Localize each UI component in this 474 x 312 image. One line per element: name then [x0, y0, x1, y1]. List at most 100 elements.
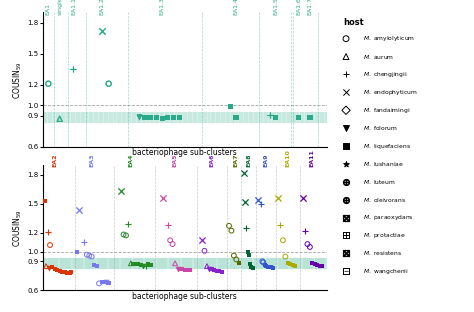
Point — [122, 233, 130, 238]
Point — [173, 266, 181, 271]
Point — [266, 112, 274, 117]
Text: EA6: EA6 — [210, 154, 214, 167]
Point — [301, 228, 309, 233]
Bar — [43, 258, 327, 269]
Text: EA1.6: EA1.6 — [296, 0, 301, 15]
Point — [142, 264, 149, 269]
Text: EA3: EA3 — [89, 154, 94, 167]
Text: EA1.4: EA1.4 — [234, 0, 238, 15]
Point — [56, 268, 64, 273]
Text: EA1: EA1 — [46, 2, 51, 15]
Point — [102, 279, 110, 284]
Point — [313, 263, 321, 268]
Text: $\it{M.}$ fandaimingi: $\it{M.}$ fandaimingi — [363, 106, 410, 115]
Text: $\it{M.}$ aurum: $\it{M.}$ aurum — [363, 53, 394, 61]
Point — [213, 268, 220, 273]
Point — [147, 115, 155, 120]
Point — [158, 116, 166, 121]
Point — [127, 261, 135, 266]
Point — [255, 197, 262, 202]
Point — [70, 67, 77, 72]
Point — [198, 238, 206, 243]
Point — [309, 261, 316, 266]
Point — [201, 248, 208, 253]
Point — [88, 254, 95, 259]
Text: $\it{M.}$ chengjingii: $\it{M.}$ chengjingii — [363, 70, 408, 79]
Y-axis label: COUSIN$_{59}$: COUSIN$_{59}$ — [12, 61, 25, 99]
Point — [153, 115, 160, 120]
X-axis label: bacteriophage sub-clusters: bacteriophage sub-clusters — [133, 291, 237, 300]
Point — [70, 67, 77, 72]
Point — [171, 261, 179, 266]
Bar — [43, 112, 327, 124]
Point — [227, 104, 234, 109]
Point — [266, 112, 274, 117]
Point — [137, 263, 145, 268]
Text: EA1.7: EA1.7 — [308, 0, 312, 15]
Point — [83, 252, 91, 257]
Point — [261, 263, 269, 268]
Point — [277, 222, 284, 227]
Point — [244, 249, 251, 254]
Point — [105, 281, 113, 286]
Point — [41, 198, 49, 203]
Point — [179, 266, 186, 271]
Text: EA1.1: EA1.1 — [71, 0, 76, 15]
Point — [175, 115, 183, 120]
Point — [282, 254, 289, 259]
Text: EA1.3: EA1.3 — [160, 0, 164, 15]
Point — [147, 115, 155, 120]
X-axis label: bacteriophage sub-clusters: bacteriophage sub-clusters — [133, 148, 237, 157]
Point — [203, 264, 211, 269]
Point — [49, 265, 56, 270]
Point — [56, 116, 64, 121]
Text: singletons: singletons — [57, 0, 62, 15]
Point — [181, 267, 189, 272]
Point — [306, 115, 314, 120]
Point — [228, 228, 235, 233]
Point — [233, 257, 240, 262]
Point — [166, 238, 174, 243]
Point — [218, 270, 226, 275]
Point — [299, 196, 306, 201]
Point — [306, 245, 314, 250]
Point — [147, 263, 155, 268]
Point — [95, 281, 103, 286]
Point — [170, 115, 177, 120]
Point — [215, 268, 223, 273]
Point — [272, 115, 280, 120]
Text: EA4: EA4 — [128, 154, 133, 167]
Point — [319, 264, 326, 269]
Point — [262, 264, 270, 269]
Point — [159, 196, 166, 201]
Text: $\it{M.}$ luteum: $\it{M.}$ luteum — [363, 178, 396, 186]
Point — [246, 262, 254, 267]
Point — [141, 115, 149, 120]
Text: EA1.2: EA1.2 — [100, 0, 104, 15]
Point — [286, 262, 294, 267]
Text: EA7: EA7 — [234, 154, 239, 167]
Point — [260, 260, 267, 265]
Point — [306, 115, 314, 120]
Text: $\it{M.}$ liquefaciens: $\it{M.}$ liquefaciens — [363, 142, 411, 150]
Point — [316, 264, 323, 269]
Text: EA1.5: EA1.5 — [273, 0, 278, 15]
Text: $\it{M.}$ oleivorans: $\it{M.}$ oleivorans — [363, 196, 406, 204]
Point — [136, 114, 143, 119]
Point — [230, 253, 237, 258]
Point — [267, 265, 274, 270]
Point — [295, 115, 302, 120]
Point — [45, 266, 52, 271]
Point — [45, 81, 52, 86]
Text: $\it{M.}$ resistens: $\it{M.}$ resistens — [363, 249, 402, 257]
Point — [284, 261, 292, 266]
Text: $\it{M.}$ folorum: $\it{M.}$ folorum — [363, 124, 398, 132]
Point — [183, 267, 191, 272]
Text: $\it{M.}$ wangchenii: $\it{M.}$ wangchenii — [363, 267, 409, 276]
Point — [105, 81, 112, 86]
Text: EA5: EA5 — [173, 154, 178, 167]
Point — [240, 171, 247, 176]
Point — [232, 115, 240, 120]
Point — [158, 116, 166, 121]
Text: $\it{M.}$ protactiae: $\it{M.}$ protactiae — [363, 231, 406, 240]
